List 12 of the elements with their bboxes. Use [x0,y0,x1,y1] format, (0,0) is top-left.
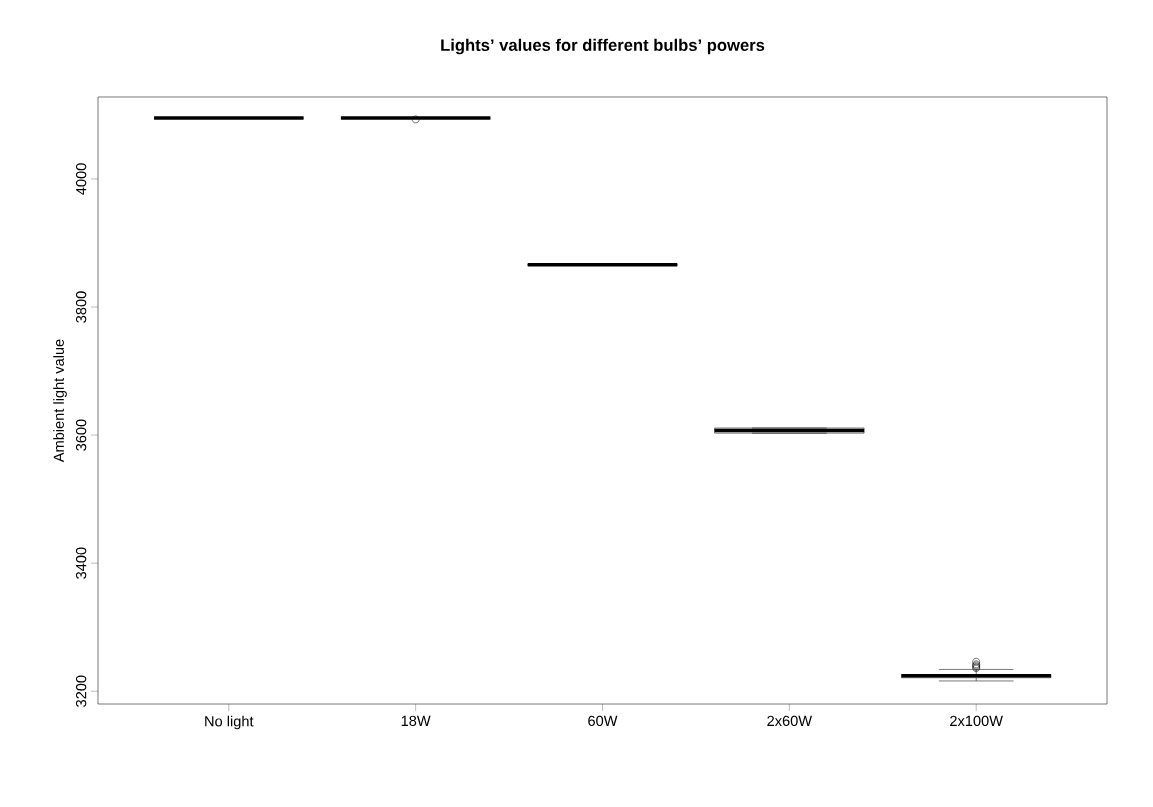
x-tick-label: 60W [588,715,618,727]
chart-title: Lights’ values for different bulbs’ powers [441,38,765,55]
x-tick-label: 18W [401,715,431,727]
y-tick-label: 3600 [75,419,87,451]
y-tick-label: 3400 [75,547,87,579]
y-tick-label: 3200 [75,675,87,707]
y-tick-label: 3800 [75,291,87,323]
y-axis-title: Ambient light value [53,339,67,463]
x-tick-label: 2x60W [767,715,813,727]
x-tick-label: No light [205,715,254,730]
x-tick-label: 2x100W [950,715,1003,727]
y-tick-label: 4000 [75,163,87,195]
